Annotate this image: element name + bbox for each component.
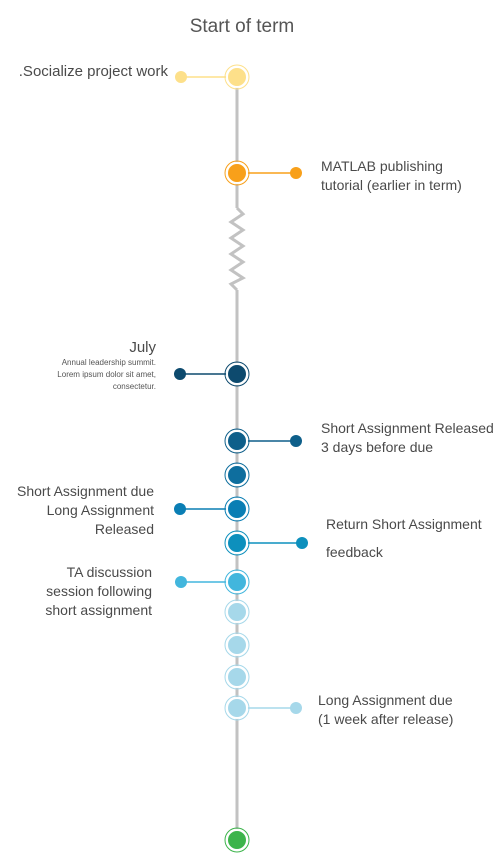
node-ta — [226, 571, 248, 593]
node-matlab — [226, 162, 248, 184]
node-socialize — [226, 66, 248, 88]
label-short-released: Short Assignment Released 3 days before … — [321, 420, 494, 455]
node-end — [226, 829, 248, 851]
node-short-due — [226, 498, 248, 520]
node-pale-1 — [226, 601, 248, 623]
side-dot-short-released — [290, 435, 302, 447]
side-dot-matlab — [290, 167, 302, 179]
node-feedback — [226, 532, 248, 554]
side-dot-long-due — [290, 702, 302, 714]
label-feedback: Return Short Assignment feedback — [326, 516, 482, 560]
label-july: July Annual leadership summit. Lorem ips… — [57, 339, 156, 391]
side-dot-feedback — [296, 537, 308, 549]
timeline-break-zigzag — [228, 206, 246, 292]
month-label: July — [129, 339, 156, 356]
label-long-due: Long Assignment due (1 week after releas… — [318, 692, 454, 727]
node-intermediate — [226, 464, 248, 486]
node-short-released — [226, 430, 248, 452]
timeline-title: Start of term — [189, 16, 295, 37]
label-matlab: MATLAB publishing tutorial (earlier in t… — [321, 158, 462, 193]
label-socialize: .Socialize project work — [18, 63, 168, 80]
side-dot-ta — [175, 576, 187, 588]
node-long-due — [226, 697, 248, 719]
label-short-due: Short Assignment due Long Assignment Rel… — [17, 483, 154, 537]
node-pale-2 — [226, 634, 248, 656]
side-dot-short-due — [174, 503, 186, 515]
side-dot-july — [174, 368, 186, 380]
node-pale-3 — [226, 666, 248, 688]
side-dot-socialize — [175, 71, 187, 83]
node-july — [226, 363, 248, 385]
label-ta: TA discussion session following short as… — [45, 564, 152, 618]
